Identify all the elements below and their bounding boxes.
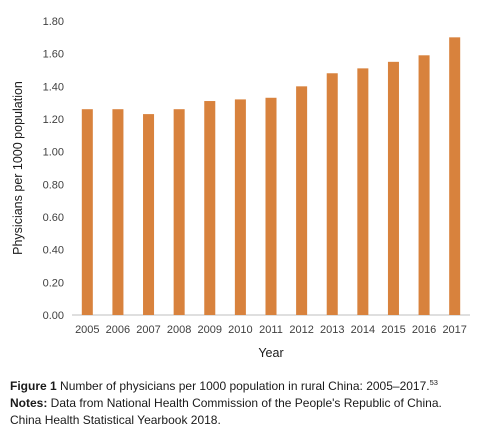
x-tick-label: 2014 [351, 324, 375, 336]
bar [357, 68, 369, 315]
x-axis-title: Year [258, 346, 283, 360]
y-tick-label: 0.80 [43, 179, 64, 191]
bar [173, 109, 185, 315]
bar [265, 97, 277, 316]
figure-caption: Figure 1 Number of physicians per 1000 p… [10, 378, 475, 429]
figure-label: Figure 1 [10, 379, 57, 393]
x-tick-label: 2017 [442, 324, 466, 336]
y-tick-label: 0.60 [43, 212, 64, 224]
notes-text: Data from National Health Commission of … [10, 396, 442, 427]
x-tick-label: 2005 [75, 324, 99, 336]
x-tick-label: 2016 [412, 324, 436, 336]
x-tick-label: 2006 [106, 324, 130, 336]
y-tick-label: 0.00 [43, 310, 64, 322]
y-tick-label: 0.40 [43, 245, 64, 257]
y-tick-label: 1.60 [43, 49, 64, 61]
bar [326, 73, 338, 316]
bar [234, 99, 246, 316]
chart-canvas: 0.00 0.20 0.40 0.60 0.80 1.00 1.20 1.40 1.60 1.80… [11, 16, 470, 360]
x-tick-label: 2013 [320, 324, 344, 336]
bar [296, 86, 308, 315]
bar [418, 55, 430, 316]
y-tick-label: 1.20 [43, 114, 64, 126]
y-axis-title: Physicians per 1000 population [11, 81, 25, 255]
notes-label: Notes: [10, 396, 48, 410]
x-tick-label: 2012 [289, 324, 313, 336]
x-tick-label: 2011 [259, 324, 283, 336]
notes-line: Notes: Data from National Health Commiss… [10, 395, 475, 429]
y-tick-label: 1.40 [43, 81, 64, 93]
y-tick-label: 0.20 [43, 277, 64, 289]
bar [449, 37, 461, 315]
bar [112, 109, 124, 315]
bar [204, 101, 216, 316]
bar [143, 114, 155, 315]
x-tick-label: 2015 [381, 324, 405, 336]
x-tick-label: 2007 [136, 324, 160, 336]
y-tick-label: 1.80 [43, 16, 64, 28]
bar-chart: 0.00 0.20 0.40 0.60 0.80 1.00 1.20 1.40 1.60 1.80… [11, 16, 470, 360]
x-tick-label: 2009 [198, 324, 222, 336]
x-tick-label: 2008 [167, 324, 191, 336]
y-tick-label: 1.00 [43, 147, 64, 159]
bar [81, 109, 93, 315]
figure-title: Number of physicians per 1000 population… [56, 379, 430, 393]
figure-caption-line: Figure 1 Number of physicians per 1000 p… [10, 378, 475, 395]
figure-reference: 53 [429, 378, 438, 387]
bar [387, 61, 399, 316]
x-tick-label: 2010 [228, 324, 252, 336]
